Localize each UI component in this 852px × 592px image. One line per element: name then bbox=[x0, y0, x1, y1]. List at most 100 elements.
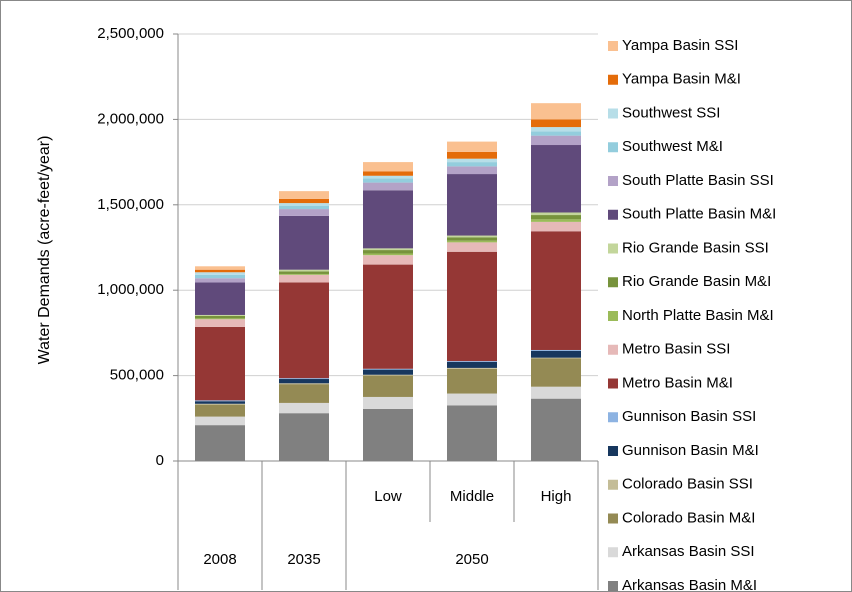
legend-label: Arkansas Basin M&I bbox=[622, 577, 757, 592]
bar-segment bbox=[195, 319, 245, 327]
legend-label: South Platte Basin SSI bbox=[622, 172, 774, 189]
legend-swatch bbox=[608, 311, 618, 321]
legend-swatch bbox=[608, 378, 618, 389]
bar-segment bbox=[363, 190, 413, 249]
bar-segment bbox=[447, 367, 497, 369]
bar-segment bbox=[195, 318, 245, 320]
legend-swatch bbox=[608, 446, 618, 456]
bar-segment bbox=[447, 162, 497, 167]
bar-segment bbox=[279, 191, 329, 199]
bar-segment bbox=[195, 425, 245, 461]
bar-segment bbox=[195, 401, 245, 404]
y-tick-label: 500,000 bbox=[110, 367, 164, 384]
bar-segment bbox=[531, 119, 581, 128]
legend-label: Gunnison Basin M&I bbox=[622, 442, 759, 459]
bar-segment bbox=[279, 379, 329, 384]
legend-label: Yampa Basin M&I bbox=[622, 71, 741, 88]
bar-segment bbox=[363, 368, 413, 370]
bar-segment bbox=[363, 255, 413, 265]
x-tick-label: Low bbox=[374, 488, 402, 505]
bar-segment bbox=[279, 282, 329, 379]
bar-segment bbox=[363, 248, 413, 251]
legend-label: Gunnison Basin SSI bbox=[622, 408, 756, 425]
bar-segment bbox=[363, 171, 413, 176]
legend-label: Yampa Basin SSI bbox=[622, 37, 738, 54]
legend-swatch bbox=[608, 547, 618, 558]
bar-segment bbox=[531, 350, 581, 358]
legend-swatch bbox=[608, 581, 618, 591]
bar-segment bbox=[447, 361, 497, 362]
legend-label: Colorado Basin M&I bbox=[622, 509, 755, 526]
bar-segment bbox=[279, 203, 329, 206]
legend-label: South Platte Basin M&I bbox=[622, 206, 776, 223]
bar-segment bbox=[447, 242, 497, 252]
bar-segment bbox=[279, 205, 329, 210]
bar-segment bbox=[531, 358, 581, 387]
y-tick-label: 2,000,000 bbox=[97, 110, 164, 127]
bar-segment bbox=[363, 253, 413, 256]
legend-swatch bbox=[608, 41, 618, 51]
bar-segment bbox=[195, 403, 245, 405]
bar-segment bbox=[363, 369, 413, 375]
bar-segment bbox=[195, 272, 245, 275]
bar-segment bbox=[195, 269, 245, 273]
bar-segment bbox=[279, 271, 329, 274]
legend-swatch bbox=[608, 412, 618, 423]
legend-label: North Platte Basin M&I bbox=[622, 307, 774, 324]
bar-segment bbox=[363, 162, 413, 172]
bar-segment bbox=[195, 278, 245, 283]
legend-swatch bbox=[608, 142, 618, 153]
bar-segment bbox=[447, 166, 497, 175]
bar-segment bbox=[363, 178, 413, 183]
bar-segment bbox=[195, 274, 245, 279]
legend-swatch bbox=[608, 243, 618, 254]
bar-segment bbox=[279, 269, 329, 272]
legend-swatch bbox=[608, 513, 618, 524]
bar-segment bbox=[531, 145, 581, 213]
bar-segment bbox=[447, 158, 497, 163]
bar-segment bbox=[195, 315, 245, 319]
bar-segment bbox=[447, 361, 497, 368]
bar-segment bbox=[447, 405, 497, 461]
bar-segment bbox=[447, 237, 497, 241]
bar-segment bbox=[363, 375, 413, 397]
bar-segment bbox=[531, 357, 581, 359]
legend-swatch bbox=[608, 277, 618, 288]
bar-segment bbox=[279, 209, 329, 216]
legend-label: Rio Grande Basin M&I bbox=[622, 273, 771, 290]
bar-segment bbox=[447, 393, 497, 406]
bar-segment bbox=[531, 215, 581, 220]
legend-label: Colorado Basin SSI bbox=[622, 476, 753, 493]
bar-segment bbox=[531, 386, 581, 399]
y-tick-label: 0 bbox=[156, 452, 164, 469]
legend-label: Southwest M&I bbox=[622, 138, 723, 155]
bar-segment bbox=[279, 273, 329, 275]
bar-segment bbox=[531, 398, 581, 461]
legend-label: Arkansas Basin SSI bbox=[622, 543, 755, 560]
bar-segment bbox=[279, 274, 329, 283]
bar-segment bbox=[363, 396, 413, 409]
bar-segment bbox=[195, 314, 245, 316]
legend-label: Southwest SSI bbox=[622, 104, 720, 121]
legend-label: Metro Basin SSI bbox=[622, 341, 730, 358]
bar-segment bbox=[279, 384, 329, 403]
legend-swatch bbox=[608, 176, 618, 186]
y-tick-label: 1,000,000 bbox=[97, 281, 164, 298]
bar-segment bbox=[363, 408, 413, 461]
bar-segment bbox=[531, 212, 581, 216]
bar-segment bbox=[447, 368, 497, 394]
legend-swatch bbox=[608, 479, 618, 490]
bar-segment bbox=[531, 127, 581, 132]
bar-segment bbox=[279, 378, 329, 380]
bar-segment bbox=[447, 240, 497, 243]
x-group-label: 2050 bbox=[455, 551, 488, 568]
x-tick-label: High bbox=[541, 488, 572, 505]
bar-segment bbox=[279, 383, 329, 385]
legend-swatch bbox=[608, 209, 618, 220]
bar-segment bbox=[195, 400, 245, 402]
bar-segment bbox=[363, 374, 413, 376]
legend-swatch bbox=[608, 344, 618, 355]
bar-segment bbox=[363, 264, 413, 369]
